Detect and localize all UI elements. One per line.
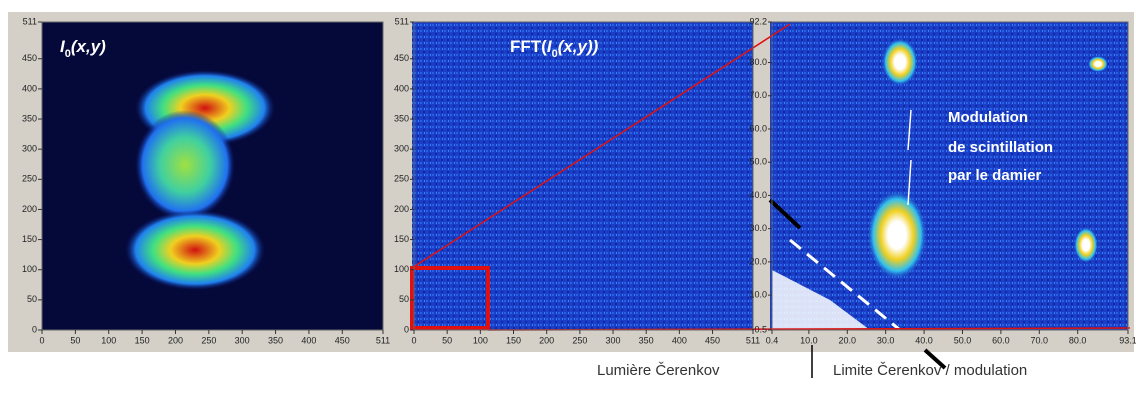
y-tick-label: 0 <box>32 324 37 334</box>
blob <box>125 210 265 290</box>
x-tick-label: 100 <box>101 335 116 345</box>
y-tick-label: 80.0 <box>749 57 767 67</box>
y-tick-label: 50 <box>27 294 37 304</box>
x-tick-label: 50 <box>442 335 452 345</box>
x-tick-label: 70.0 <box>1031 335 1049 345</box>
x-tick-label: 200 <box>539 335 554 345</box>
panel-title: FFT(I0(x,y)) <box>510 37 599 59</box>
annotation: par le damier <box>948 167 1042 184</box>
x-tick-label: 200 <box>168 335 183 345</box>
y-tick-label: 200 <box>22 204 37 214</box>
x-tick-label: 20.0 <box>839 335 857 345</box>
y-tick-label: 100 <box>22 264 37 274</box>
title-part: I <box>547 37 553 56</box>
x-tick-label: 300 <box>235 335 250 345</box>
x-tick-label: 511 <box>376 335 390 345</box>
x-tick-label: 100 <box>473 335 488 345</box>
x-tick-label: 50.0 <box>954 335 972 345</box>
y-tick-label: 450 <box>394 53 409 63</box>
y-tick-label: 511 <box>23 16 37 26</box>
y-tick-label: -0.5 <box>751 324 767 334</box>
x-tick-label: 400 <box>301 335 316 345</box>
arrow <box>907 109 912 151</box>
y-tick-label: 511 <box>395 16 409 26</box>
title-part: 0 <box>65 48 71 60</box>
x-tick-label: 50 <box>70 335 80 345</box>
x-tick-label: 250 <box>572 335 587 345</box>
limit-line <box>789 238 901 332</box>
zoom-line <box>411 23 791 269</box>
x-tick-label: 0 <box>39 335 44 345</box>
cerenkov-region <box>772 270 870 330</box>
annotation: Modulation <box>948 109 1028 126</box>
x-tick-label: 450 <box>705 335 720 345</box>
y-tick-label: 40.0 <box>749 190 767 200</box>
plot-border <box>413 21 754 331</box>
y-tick-label: 20.0 <box>749 256 767 266</box>
x-tick-label: 0.4 <box>766 335 779 345</box>
image-3 <box>770 22 1128 330</box>
y-tick-label: 92.2 <box>749 16 767 26</box>
y-tick-label: 50 <box>399 294 409 304</box>
y-tick-label: 100 <box>394 264 409 274</box>
zoom-box <box>410 266 490 330</box>
y-tick-label: 250 <box>394 174 409 184</box>
blob <box>135 110 235 220</box>
x-tick-label: 150 <box>135 335 150 345</box>
x-tick-label: 80.0 <box>1069 335 1087 345</box>
caption: Lumière Čerenkov <box>597 362 720 379</box>
y-tick-label: 0 <box>404 324 409 334</box>
title-part: (x,y) <box>71 37 106 56</box>
y-tick-label: 30.0 <box>749 223 767 233</box>
y-tick-label: 400 <box>22 83 37 93</box>
panel-title: I0(x,y) <box>60 37 106 59</box>
y-tick-label: 10.0 <box>749 289 767 299</box>
x-tick-label: 300 <box>606 335 621 345</box>
limit-marker <box>923 348 947 370</box>
x-tick-label: 40.0 <box>915 335 933 345</box>
x-tick-label: 150 <box>506 335 521 345</box>
title-part: 0 <box>552 48 558 60</box>
plot-border <box>771 21 1129 331</box>
peak <box>1088 56 1108 72</box>
x-tick-label: 350 <box>268 335 283 345</box>
y-tick-label: 70.0 <box>749 90 767 100</box>
image-2 <box>412 22 753 330</box>
y-tick-label: 300 <box>22 144 37 154</box>
arrow <box>907 159 912 206</box>
x-tick-label: 60.0 <box>992 335 1010 345</box>
y-tick-label: 150 <box>394 234 409 244</box>
y-tick-label: 150 <box>22 234 37 244</box>
plots <box>42 22 1131 378</box>
y-tick-label: 300 <box>394 144 409 154</box>
y-tick-label: 400 <box>394 83 409 93</box>
y-tick-label: 200 <box>394 204 409 214</box>
title-part: (x,y)) <box>558 37 599 56</box>
x-tick-label: 0 <box>411 335 416 345</box>
caption: Limite Čerenkov / modulation <box>833 362 1027 379</box>
x-tick-label: 450 <box>335 335 350 345</box>
y-tick-label: 50.0 <box>749 157 767 167</box>
x-tick-label: 400 <box>672 335 687 345</box>
x-tick-label: 10.0 <box>800 335 818 345</box>
y-tick-label: 350 <box>22 113 37 123</box>
x-tick-label: 30.0 <box>877 335 895 345</box>
plot-border <box>41 21 384 331</box>
x-tick-label: 511 <box>746 335 760 345</box>
y-tick-label: 350 <box>394 113 409 123</box>
peak <box>882 38 918 86</box>
x-tick-label: 250 <box>201 335 216 345</box>
y-tick-label: 450 <box>22 53 37 63</box>
peak <box>867 190 927 280</box>
x-tick-label: 93.1 <box>1119 335 1136 345</box>
x-tick-label: 350 <box>639 335 654 345</box>
peak <box>1074 227 1098 263</box>
limit-marker <box>768 198 802 230</box>
title-part: FFT( <box>510 37 547 56</box>
y-tick-label: 250 <box>22 174 37 184</box>
title-part: I <box>60 37 66 56</box>
annotation: de scintillation <box>948 139 1053 156</box>
y-tick-label: 60.0 <box>749 123 767 133</box>
